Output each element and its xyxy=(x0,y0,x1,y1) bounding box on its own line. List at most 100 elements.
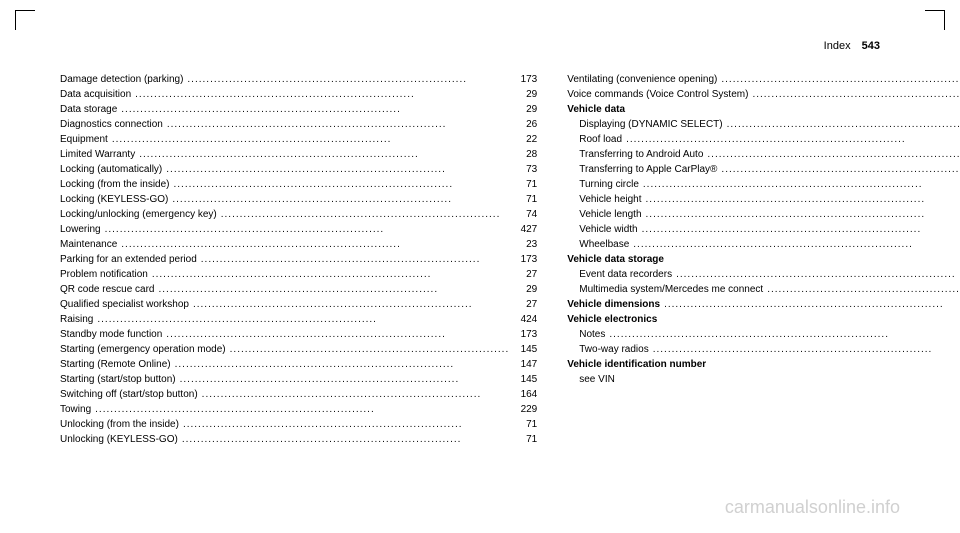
index-entry-dots xyxy=(172,192,509,207)
index-entry-dots xyxy=(152,267,509,282)
index-entry-page: 74 xyxy=(513,207,537,222)
index-entry-dots xyxy=(180,372,510,387)
index-entry-dots xyxy=(633,237,960,252)
index-entry-dots xyxy=(221,207,510,222)
index-entry-dots xyxy=(105,222,510,237)
watermark: carmanualsonline.info xyxy=(725,497,900,518)
index-entry-label: Problem notification xyxy=(60,267,148,282)
index-entry-page: 229 xyxy=(513,402,537,417)
index-entry-dots xyxy=(626,132,960,147)
index-entry: Data storage29 xyxy=(60,102,537,117)
index-entry-label: Locking/unlocking (emergency key) xyxy=(60,207,217,222)
index-entry-dots xyxy=(166,162,509,177)
index-entry-label: Qualified specialist workshop xyxy=(60,297,189,312)
index-entry-dots xyxy=(183,417,509,432)
index-entry: Vehicle length440 xyxy=(567,207,960,222)
index-entry: Unlocking (from the inside)71 xyxy=(60,417,537,432)
index-entry-dots xyxy=(174,177,510,192)
index-entry-page: 427 xyxy=(513,222,537,237)
index-entry-label: Starting (emergency operation mode) xyxy=(60,342,226,357)
index-entry: Vehicle width440 xyxy=(567,222,960,237)
index-entry-page: 424 xyxy=(513,312,537,327)
index-entry: Diagnostics connection26 xyxy=(60,117,537,132)
index-entry: Starting (emergency operation mode)145 xyxy=(60,342,537,357)
index-entry: Turning circle440 xyxy=(567,177,960,192)
index-entry-label: Ventilating (convenience opening) xyxy=(567,72,717,87)
index-entry-page: 29 xyxy=(513,282,537,297)
index-entry-label: Raising xyxy=(60,312,93,327)
index-entry-dots xyxy=(707,147,960,162)
index-entry: Vehicle data xyxy=(567,102,960,117)
index-entry: Parking for an extended period173 xyxy=(60,252,537,267)
index-entry-dots xyxy=(642,222,960,237)
index-entry: Vehicle electronics xyxy=(567,312,960,327)
index-entry-page: 28 xyxy=(513,147,537,162)
crop-mark-tr xyxy=(925,10,945,30)
index-entry-dots xyxy=(95,402,509,417)
index-entry: Qualified specialist workshop 27 xyxy=(60,297,537,312)
index-entry-dots xyxy=(175,357,510,372)
index-entry: Starting (Remote Online)147 xyxy=(60,357,537,372)
index-entry-label: Starting (start/stop button) xyxy=(60,372,176,387)
index-entry-page: 27 xyxy=(513,297,537,312)
index-entry-dots xyxy=(727,117,960,132)
index-entry-dots xyxy=(193,297,509,312)
index-entry-page: 173 xyxy=(513,252,537,267)
index-column-2: Ventilating (convenience opening)82Voice… xyxy=(567,72,960,447)
index-entry-dots xyxy=(767,282,960,297)
index-entry-dots xyxy=(159,282,510,297)
index-entry: Multimedia system/Mercedes me connect31 xyxy=(567,282,960,297)
index-entry-label: Voice commands (Voice Control System) xyxy=(567,87,748,102)
index-entry-dots xyxy=(112,132,509,147)
index-entry-label: Vehicle length xyxy=(567,207,641,222)
index-entry: Two-way radios430 xyxy=(567,342,960,357)
index-entry-dots xyxy=(646,192,960,207)
index-entry-label: Limited Warranty xyxy=(60,147,135,162)
index-entry-dots xyxy=(166,327,509,342)
index-entry: Unlocking (KEYLESS-GO)71 xyxy=(60,432,537,447)
index-entry-page: 29 xyxy=(513,102,537,117)
index-entry-dots xyxy=(609,327,960,342)
index-entry-label: Locking (from the inside) xyxy=(60,177,170,192)
index-entry-page: 27 xyxy=(513,267,537,282)
index-entry-label: Multimedia system/Mercedes me connect xyxy=(567,282,763,297)
index-entry: Event data recorders31 xyxy=(567,267,960,282)
index-entry: Transferring to Android Auto323 xyxy=(567,147,960,162)
index-entry-dots xyxy=(201,252,509,267)
index-entry-page: 164 xyxy=(513,387,537,402)
header-index-label: Index xyxy=(824,40,851,52)
index-entry-dots xyxy=(135,87,509,102)
index-entry: Starting (start/stop button)145 xyxy=(60,372,537,387)
index-entry-dots xyxy=(202,387,510,402)
index-entry-dots xyxy=(121,237,509,252)
index-entry-label: see VIN xyxy=(567,372,615,387)
index-entry: QR code rescue card 29 xyxy=(60,282,537,297)
index-entry-page: 73 xyxy=(513,162,537,177)
index-entry-label: Starting (Remote Online) xyxy=(60,357,171,372)
index-entry-dots xyxy=(97,312,509,327)
index-entry-dots xyxy=(182,432,509,447)
index-entry-label: Event data recorders xyxy=(567,267,672,282)
index-entry-dots xyxy=(664,297,960,312)
index-entry: Locking (KEYLESS-GO)71 xyxy=(60,192,537,207)
index-entry-dots xyxy=(676,267,960,282)
index-entry-label: Diagnostics connection xyxy=(60,117,163,132)
index-entry: Limited Warranty 28 xyxy=(60,147,537,162)
index-entry-dots xyxy=(721,72,960,87)
index-entry-label: Vehicle dimensions xyxy=(567,297,660,312)
index-entry: Transferring to Apple CarPlay®323 xyxy=(567,162,960,177)
crop-mark-tl xyxy=(15,10,35,30)
index-entry-label: Two-way radios xyxy=(567,342,648,357)
index-entry-label: Vehicle data storage xyxy=(567,252,664,267)
index-entry-label: Towing xyxy=(60,402,91,417)
index-entry-label: Vehicle height xyxy=(567,192,641,207)
index-entry-page: 71 xyxy=(513,177,537,192)
index-entry-dots xyxy=(167,117,509,132)
index-entry-label: Vehicle identification number xyxy=(567,357,706,372)
index-entry-dots xyxy=(721,162,960,177)
index-entry-label: QR code rescue card xyxy=(60,282,155,297)
index-entry: Equipment22 xyxy=(60,132,537,147)
index-entry: Displaying (DYNAMIC SELECT)157 xyxy=(567,117,960,132)
index-entry-label: Damage detection (parking) xyxy=(60,72,183,87)
index-entry-label: Standby mode function xyxy=(60,327,162,342)
